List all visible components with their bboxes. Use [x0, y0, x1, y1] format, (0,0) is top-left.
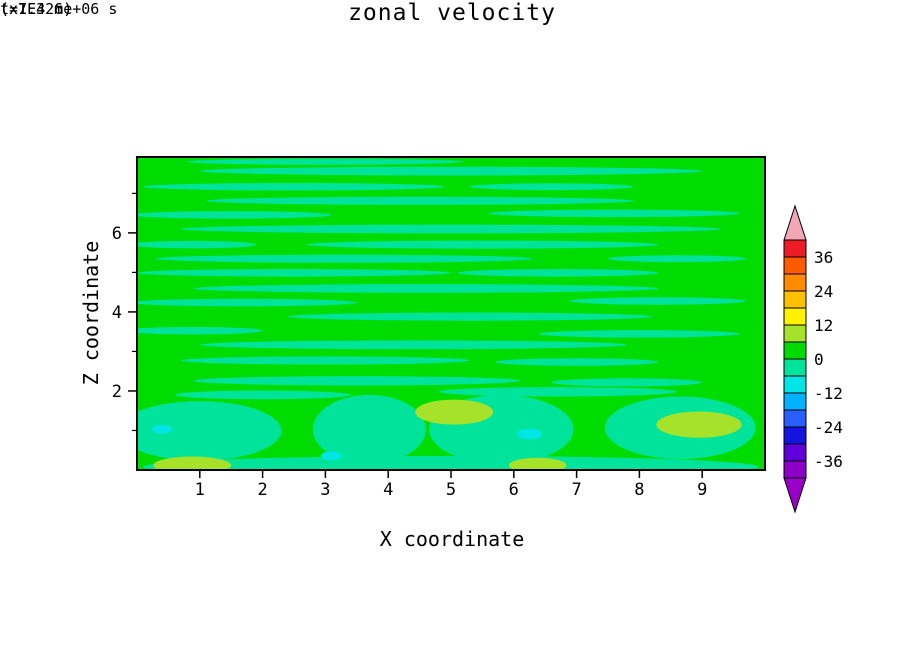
- colorbar-band: [783, 290, 807, 309]
- contour-region: [143, 182, 445, 191]
- colorbar-band: [783, 426, 807, 445]
- x-tick-label: 7: [571, 480, 581, 500]
- x-tick-label: 9: [697, 480, 707, 500]
- contour-region: [193, 284, 659, 293]
- colorbar-tick-label: 0: [814, 350, 824, 369]
- contour-region: [174, 390, 351, 400]
- colorbar-tick-label: -24: [814, 418, 843, 437]
- contour-region: [656, 411, 742, 438]
- contour-region: [312, 394, 426, 464]
- contour-region: [570, 297, 747, 305]
- contour-region: [551, 378, 703, 387]
- x-axis-title: X coordinate: [379, 527, 525, 551]
- colorbar-over-arrow: [783, 204, 807, 241]
- colorbar-band: [783, 256, 807, 275]
- y-tick-label: 6: [112, 224, 122, 244]
- contour-region: [199, 166, 703, 176]
- contour-region: [516, 428, 543, 440]
- contour-region: [457, 269, 659, 277]
- contour-region: [137, 240, 257, 249]
- contour-field: [137, 157, 765, 470]
- contour-region: [137, 326, 263, 335]
- x-tick-label: 5: [446, 480, 456, 500]
- contour-region: [608, 255, 747, 263]
- x-tick-label: 8: [634, 480, 644, 500]
- contour-region: [438, 387, 678, 397]
- colorbar-band: [783, 358, 807, 377]
- time-annotation: t=7.326e+06 s: [0, 0, 118, 18]
- colorbar-band: [783, 341, 807, 360]
- contour-region: [180, 224, 722, 234]
- contour-region: [152, 424, 173, 434]
- colorbar-tick-label: 24: [814, 282, 833, 301]
- y-axis-units-label: (x1E4 m): [0, 0, 73, 18]
- contour-region: [415, 399, 494, 425]
- colorbar-band: [783, 409, 807, 428]
- x-tick-label: 6: [509, 480, 519, 500]
- contour-region: [538, 330, 740, 338]
- colorbar: 36 24 12 0 -12 -24 -36: [783, 204, 843, 514]
- contour-region: [508, 457, 567, 470]
- colorbar-tick-label: -36: [814, 452, 843, 471]
- contour-region: [143, 455, 759, 470]
- contour-region: [137, 269, 451, 277]
- y-tick-label: 4: [112, 303, 122, 323]
- contour-region: [187, 158, 464, 165]
- y-tick-label: 2: [112, 382, 122, 402]
- contour-region: [206, 196, 634, 205]
- contour-region: [287, 312, 652, 321]
- contour-region: [469, 183, 634, 191]
- contour-region: [137, 298, 357, 307]
- contour-region: [193, 376, 521, 386]
- colorbar-band: [783, 375, 807, 394]
- colorbar-under-arrow: [783, 477, 807, 514]
- contour-region: [155, 254, 533, 263]
- colorbar-tick-label: 36: [814, 248, 833, 267]
- x-tick-label: 4: [383, 480, 393, 500]
- contour-region: [137, 211, 332, 219]
- colorbar-band: [783, 239, 807, 258]
- x-tick-label: 3: [320, 480, 330, 500]
- colorbar-band: [783, 307, 807, 326]
- colorbar-band: [783, 443, 807, 462]
- colorbar-band: [783, 392, 807, 411]
- colorbar-band: [783, 324, 807, 343]
- contour-region: [137, 401, 282, 461]
- contour-region: [494, 358, 659, 366]
- chart-title: zonal velocity: [348, 0, 556, 26]
- contour-region: [488, 209, 740, 218]
- colorbar-tick-label: 12: [814, 316, 833, 335]
- contour-region: [321, 451, 343, 461]
- x-tick-label: 2: [257, 480, 267, 500]
- contour-region: [306, 240, 659, 249]
- x-axis-units-label: (x1E4 m): [0, 0, 73, 18]
- contour-region: [199, 340, 627, 350]
- contour-region: [180, 356, 470, 365]
- contour-region: [153, 456, 232, 470]
- colorbar-tick-label: -12: [814, 384, 843, 403]
- colorbar-band: [783, 460, 807, 479]
- x-tick-label: 1: [195, 480, 205, 500]
- colorbar-band: [783, 273, 807, 292]
